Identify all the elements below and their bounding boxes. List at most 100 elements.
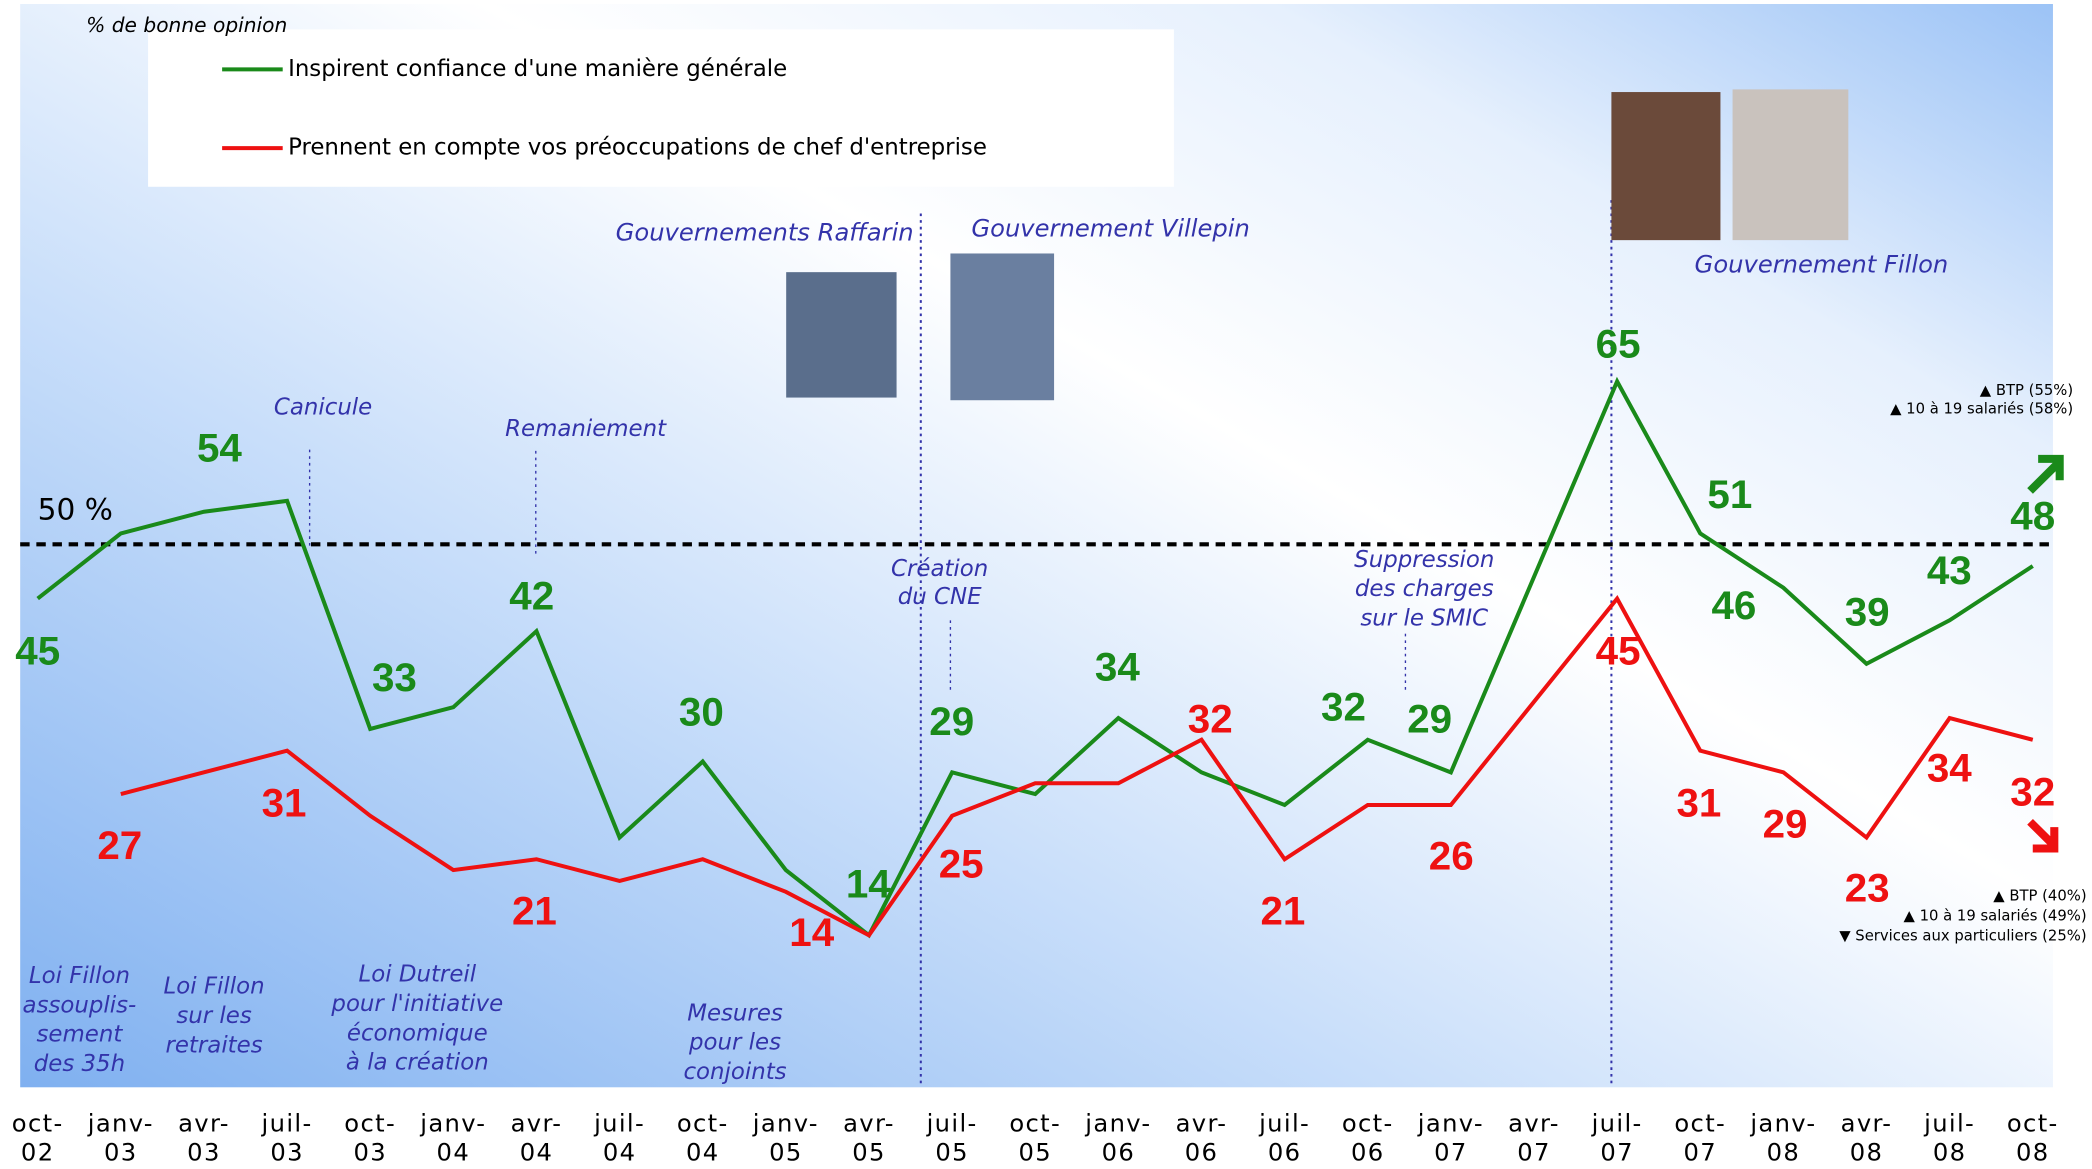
- data-label: 26: [1429, 834, 1474, 879]
- photo: [786, 272, 896, 397]
- x-tick-label: oct-07: [1674, 1110, 1726, 1169]
- annotation: Gouvernements Raffarin: [616, 219, 914, 247]
- annotation: à la création: [346, 1050, 489, 1076]
- data-label: 31: [1676, 781, 1721, 826]
- photo: [1611, 92, 1720, 240]
- data-label: 30: [679, 690, 724, 735]
- note: ▲ BTP (40%): [1993, 888, 2086, 905]
- note: ▲ BTP (55%): [1980, 382, 2073, 399]
- annotation: Loi Fillon: [164, 974, 265, 1000]
- data-label: 33: [372, 655, 417, 700]
- annotation: économique: [347, 1020, 488, 1046]
- annotation: Loi Dutreil: [359, 962, 477, 988]
- x-tick-label: janv-06: [1085, 1110, 1151, 1169]
- data-label: 23: [1845, 866, 1890, 911]
- legend-label: Inspirent confiance d'une manière généra…: [288, 56, 787, 82]
- x-tick-label: janv-04: [420, 1110, 486, 1169]
- x-tick-label: avr-04: [511, 1110, 563, 1169]
- annotation: pour l'initiative: [330, 991, 503, 1017]
- chart-svg: % de bonne opinion 50 % Inspirent confian…: [0, 0, 2092, 1166]
- annotation: conjoints: [683, 1059, 786, 1085]
- x-tick-label: janv-07: [1418, 1110, 1484, 1169]
- note: ▲ 10 à 19 salariés (49%): [1904, 908, 2087, 925]
- x-tick-label: avr-05: [843, 1110, 895, 1169]
- x-tick-label: janv-08: [1750, 1110, 1816, 1169]
- note: ▼ Services aux particuliers (25%): [1839, 928, 2086, 945]
- photo: [950, 253, 1054, 400]
- data-label: 21: [1260, 889, 1305, 934]
- annotation: pour les: [688, 1030, 781, 1056]
- series-line: [38, 381, 2033, 935]
- annotation: Gouvernement Villepin: [971, 215, 1250, 243]
- data-label: 54: [197, 426, 243, 471]
- x-tick-label: juil-05: [927, 1110, 978, 1169]
- data-label: 14: [846, 862, 892, 907]
- annotation: sur le SMIC: [1360, 606, 1488, 632]
- annotation: Mesures: [687, 1000, 783, 1026]
- data-label: 42: [509, 574, 554, 619]
- annotation: Remaniement: [505, 416, 667, 442]
- x-tick-label: juil-04: [594, 1110, 645, 1169]
- data-label: 14: [789, 910, 835, 955]
- trend-down-arrow: [2030, 822, 2054, 849]
- note: ▲ 10 à 19 salariés (58%): [1890, 401, 2073, 418]
- x-tick-label: oct-03: [344, 1110, 396, 1169]
- x-tick-label: juil-03: [262, 1110, 313, 1169]
- data-label: 34: [1095, 644, 1141, 689]
- x-tick-label: oct-02: [12, 1110, 64, 1169]
- photo: [1733, 89, 1849, 240]
- annotation: Suppression: [1354, 547, 1494, 573]
- data-label: 25: [939, 842, 984, 887]
- data-label: 32: [1188, 696, 1233, 741]
- x-tick-label: oct-04: [677, 1110, 729, 1169]
- annotation: Gouvernement Fillon: [1695, 251, 1949, 279]
- annotation: Loi Fillon: [29, 963, 130, 989]
- data-label: 27: [97, 823, 142, 868]
- x-tick-label: juil-06: [1259, 1110, 1310, 1169]
- x-tick-label: avr-03: [178, 1110, 230, 1169]
- data-label: 31: [262, 781, 307, 826]
- chart: % de bonne opinion 50 % Inspirent confian…: [0, 0, 2092, 1166]
- annotation: assouplis-: [23, 992, 137, 1018]
- data-label: 32: [2010, 770, 2055, 815]
- reference-label: 50 %: [38, 493, 113, 527]
- data-label: 65: [1596, 322, 1641, 367]
- annotation: du CNE: [898, 584, 982, 610]
- data-label: 48: [2010, 494, 2055, 539]
- annotation: retraites: [165, 1032, 262, 1058]
- annotation: Création: [891, 556, 988, 582]
- data-label: 21: [512, 889, 557, 934]
- x-tick-label: juil-07: [1592, 1110, 1643, 1169]
- x-tick-label: avr-06: [1176, 1110, 1228, 1169]
- x-tick-label: avr-08: [1841, 1110, 1893, 1169]
- x-tick-label: oct-08: [2007, 1110, 2059, 1169]
- data-label: 29: [1407, 696, 1452, 741]
- x-tick-label: oct-05: [1009, 1110, 1061, 1169]
- annotation: des charges: [1355, 576, 1494, 602]
- data-label: 51: [1707, 472, 1752, 517]
- data-label: 34: [1927, 746, 1973, 791]
- x-tick-label: janv-03: [88, 1110, 154, 1169]
- x-tick-label: oct-06: [1342, 1110, 1394, 1169]
- annotation: Canicule: [274, 395, 372, 421]
- x-tick-label: juil-08: [1924, 1110, 1975, 1169]
- subtitle: % de bonne opinion: [86, 13, 287, 37]
- data-label: 43: [1927, 548, 1972, 593]
- data-label: 45: [1596, 628, 1641, 673]
- data-label: 29: [929, 699, 974, 744]
- annotation: sur les: [176, 1003, 252, 1029]
- x-tick-label: avr-07: [1508, 1110, 1560, 1169]
- legend-box: [148, 29, 1174, 186]
- data-label: 45: [15, 628, 60, 673]
- trend-up-arrow: [2030, 459, 2060, 491]
- page: {"chart_data": {"type": "line", "subtitl…: [0, 0, 2092, 1166]
- annotation: sement: [37, 1022, 124, 1048]
- data-label: 29: [1763, 802, 1808, 847]
- data-label: 46: [1711, 583, 1756, 628]
- x-tick-label: janv-05: [753, 1110, 819, 1169]
- legend-label: Prennent en compte vos préoccupations de…: [288, 135, 987, 161]
- annotation: des 35h: [34, 1051, 125, 1077]
- data-label: 39: [1845, 590, 1890, 635]
- data-label: 32: [1321, 684, 1366, 729]
- series-line: [121, 599, 2033, 936]
